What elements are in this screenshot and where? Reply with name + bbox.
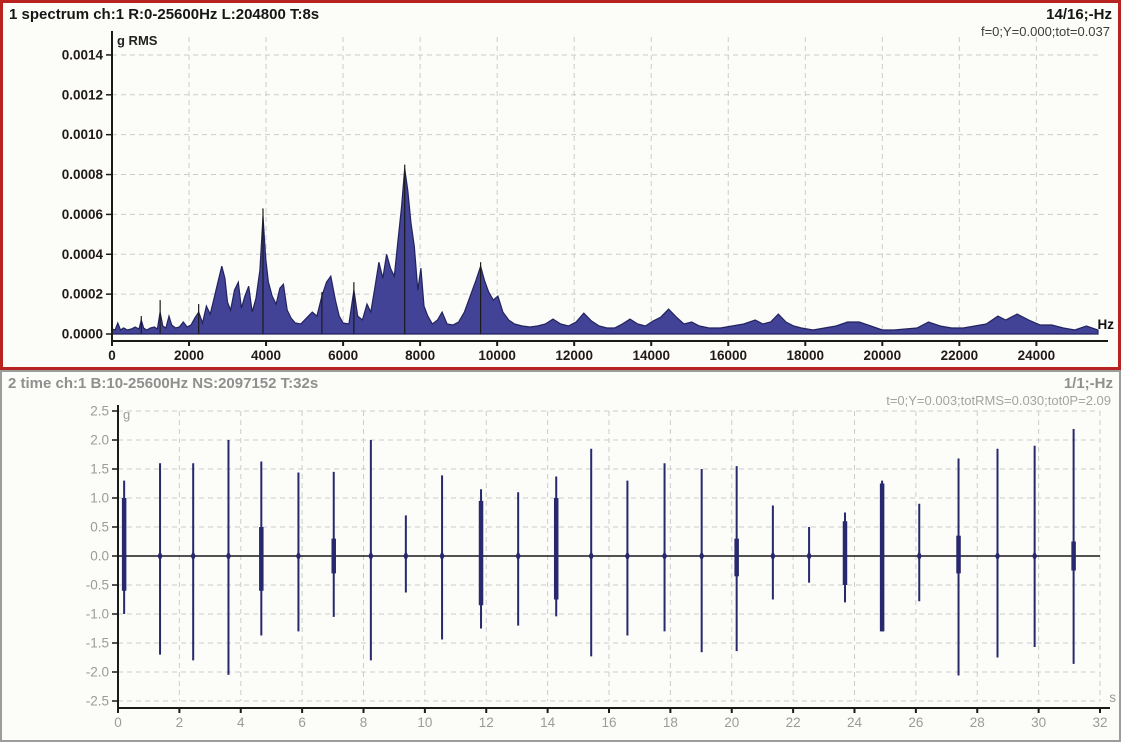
svg-text:0.0002: 0.0002: [62, 287, 103, 302]
svg-text:18000: 18000: [787, 348, 825, 363]
svg-text:0.0004: 0.0004: [62, 247, 104, 262]
svg-text:6000: 6000: [328, 348, 358, 363]
svg-text:2.5: 2.5: [90, 404, 109, 419]
svg-text:Hz: Hz: [1098, 317, 1115, 332]
svg-text:0.0000: 0.0000: [62, 327, 103, 342]
svg-text:16: 16: [601, 715, 616, 730]
svg-text:4000: 4000: [251, 348, 281, 363]
svg-text:28: 28: [970, 715, 985, 730]
svg-text:10: 10: [417, 715, 432, 730]
svg-text:22000: 22000: [941, 348, 979, 363]
svg-text:8000: 8000: [405, 348, 435, 363]
svg-text:1.5: 1.5: [90, 462, 109, 477]
svg-text:g RMS: g RMS: [117, 33, 158, 48]
svg-text:30: 30: [1031, 715, 1046, 730]
svg-text:32: 32: [1092, 715, 1107, 730]
svg-text:8: 8: [360, 715, 368, 730]
svg-text:-2.5: -2.5: [86, 694, 109, 709]
svg-text:0.0012: 0.0012: [62, 87, 103, 102]
svg-text:10000: 10000: [478, 348, 516, 363]
svg-text:0.0: 0.0: [90, 549, 109, 564]
svg-text:-1.0: -1.0: [86, 607, 109, 622]
svg-text:4: 4: [237, 715, 245, 730]
svg-text:0.0008: 0.0008: [62, 167, 104, 182]
svg-text:1.0: 1.0: [90, 491, 109, 506]
svg-text:24: 24: [847, 715, 863, 730]
time-panel[interactable]: -2.5 -2.0 -1.5 -1.0 -0.5 0.0 0.5 1.0 1.5 2.0 2.5 0 2…: [0, 370, 1121, 742]
svg-text:6: 6: [298, 715, 306, 730]
time-chart[interactable]: -2.5 -2.0 -1.5 -1.0 -0.5 0.0 0.5 1.0 1.5 2.0 2.5 0 2…: [2, 372, 1119, 740]
svg-text:-2.0: -2.0: [86, 665, 109, 680]
svg-text:12000: 12000: [555, 348, 593, 363]
svg-text:14: 14: [540, 715, 556, 730]
svg-text:2000: 2000: [174, 348, 204, 363]
svg-text:0.5: 0.5: [90, 520, 109, 535]
svg-text:0: 0: [108, 348, 116, 363]
svg-text:s: s: [1109, 690, 1116, 705]
svg-text:16000: 16000: [709, 348, 747, 363]
svg-text:12: 12: [479, 715, 494, 730]
svg-text:0.0014: 0.0014: [62, 47, 104, 62]
svg-text:18: 18: [663, 715, 678, 730]
svg-text:14000: 14000: [632, 348, 670, 363]
svg-text:20: 20: [724, 715, 739, 730]
svg-text:26: 26: [908, 715, 923, 730]
svg-text:2: 2: [176, 715, 184, 730]
svg-text:g: g: [123, 407, 130, 422]
svg-text:24000: 24000: [1018, 348, 1056, 363]
svg-text:0: 0: [114, 715, 122, 730]
svg-text:-0.5: -0.5: [86, 578, 109, 593]
svg-text:0.0006: 0.0006: [62, 207, 104, 222]
spectrum-panel[interactable]: 0.0000 0.0002 0.0004 0.0006 0.0008 0.0010 0.00…: [0, 0, 1121, 370]
svg-text:2.0: 2.0: [90, 433, 109, 448]
svg-text:-1.5: -1.5: [86, 636, 109, 651]
svg-text:20000: 20000: [864, 348, 902, 363]
svg-text:0.0010: 0.0010: [62, 127, 103, 142]
svg-text:22: 22: [786, 715, 801, 730]
spectrum-chart[interactable]: 0.0000 0.0002 0.0004 0.0006 0.0008 0.0010 0.00…: [3, 3, 1118, 367]
